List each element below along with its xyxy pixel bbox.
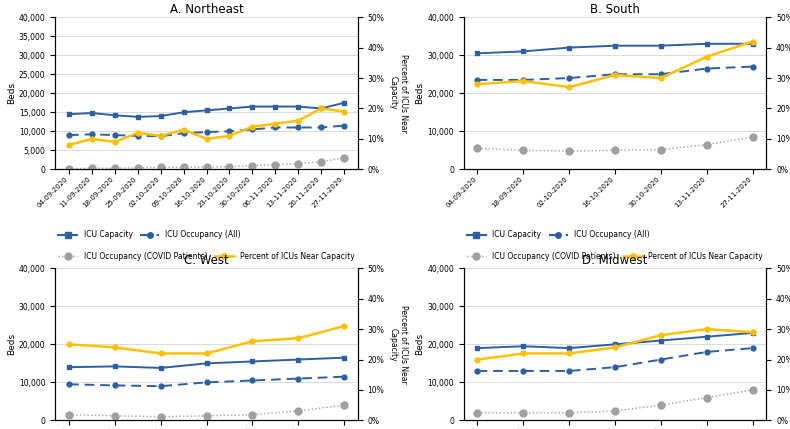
Y-axis label: Beds: Beds (7, 333, 16, 355)
Y-axis label: Beds: Beds (7, 82, 16, 104)
Title: D. Midwest: D. Midwest (582, 254, 648, 267)
Y-axis label: Beds: Beds (416, 82, 424, 104)
Title: C. West: C. West (184, 254, 229, 267)
Y-axis label: Percent of ICUs Near
Capacity: Percent of ICUs Near Capacity (389, 54, 408, 133)
Title: B. South: B. South (590, 3, 640, 16)
Legend: ICU Occupancy (COVID Patients), Percent of ICUs Near Capacity: ICU Occupancy (COVID Patients), Percent … (55, 248, 358, 263)
Title: A. Northeast: A. Northeast (170, 3, 243, 16)
Y-axis label: Percent of ICUs Near
Capacity: Percent of ICUs Near Capacity (389, 305, 408, 384)
Legend: ICU Occupancy (COVID Patients), Percent of ICUs Near Capacity: ICU Occupancy (COVID Patients), Percent … (464, 248, 766, 263)
Y-axis label: Beds: Beds (416, 333, 424, 355)
